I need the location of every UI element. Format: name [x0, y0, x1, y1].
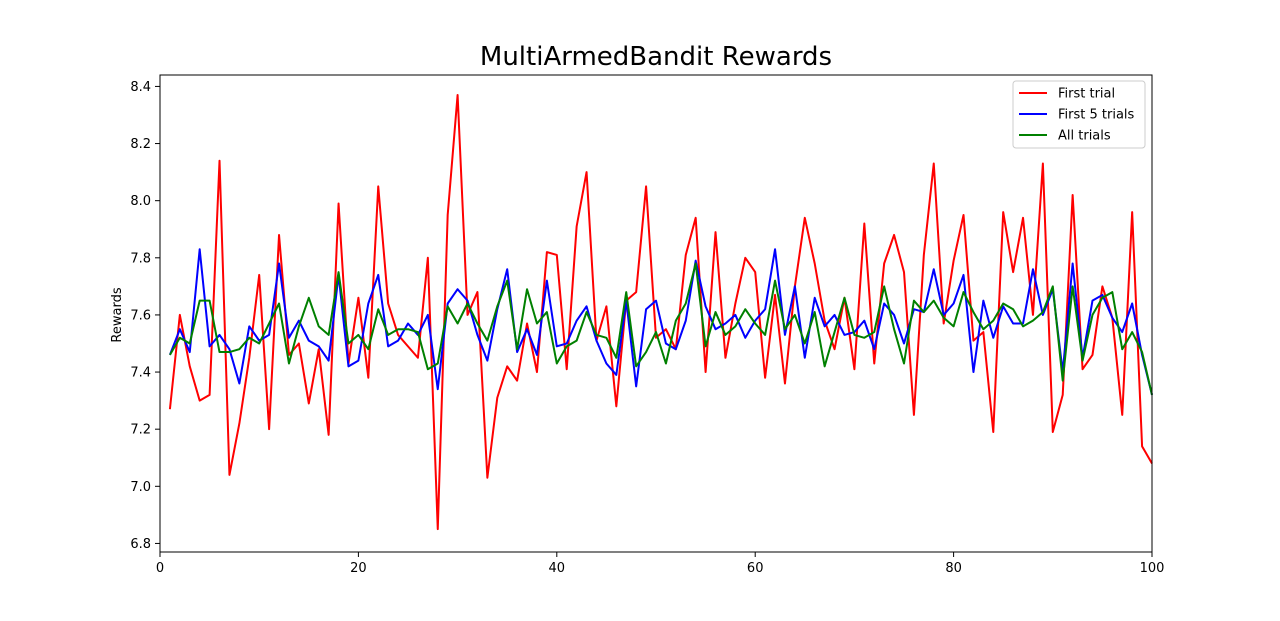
y-tick-label: 7.8: [130, 251, 151, 266]
x-tick-label: 0: [156, 561, 164, 576]
y-tick-label: 8.0: [130, 194, 151, 209]
series-group: [168, 93, 1153, 531]
legend: First trial First 5 trials All trials: [1012, 80, 1146, 149]
x-tick-label: 80: [945, 561, 962, 576]
y-tick-label: 8.2: [130, 137, 151, 152]
x-tick-label: 100: [1140, 561, 1165, 576]
series-line-2: [168, 248, 1153, 396]
x-tick-label: 20: [350, 561, 367, 576]
chart-title: MultiArmedBandit Rewards: [480, 42, 832, 72]
axes-group: 0 20 40 60 80 100 6.8 7.0 7.2 7.4 7.6 7.8 8.0 8.2 8.4: [130, 74, 1165, 576]
y-tick-label: 7.2: [130, 423, 151, 438]
x-tick-label: 60: [747, 561, 764, 576]
y-tick-label: 7.6: [130, 308, 151, 323]
legend-label: All trials: [1058, 129, 1111, 144]
y-tick-label: 7.4: [130, 366, 151, 381]
legend-box: [1012, 80, 1146, 149]
y-axis-label: Rewards: [110, 287, 125, 342]
y-tick-label: 7.0: [130, 480, 151, 495]
y-tick-label: 6.8: [130, 537, 151, 552]
x-tick-label: 40: [549, 561, 566, 576]
plot-frame: [159, 74, 1153, 553]
legend-label: First 5 trials: [1058, 108, 1135, 123]
y-tick-label: 8.4: [130, 80, 151, 95]
series-line-3: [169, 262, 1153, 396]
legend-label: First trial: [1058, 87, 1115, 102]
